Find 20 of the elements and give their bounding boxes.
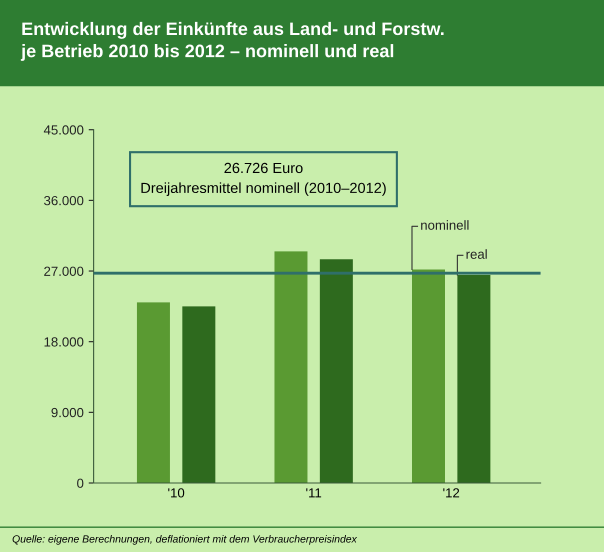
y-tick-label: 18.000 xyxy=(44,337,84,347)
x-tick-label: '10 xyxy=(168,488,184,498)
bar xyxy=(457,274,490,483)
bar xyxy=(412,269,445,483)
bar xyxy=(136,302,170,483)
series-label: real xyxy=(466,249,487,259)
y-tick-label: 0 xyxy=(77,478,84,488)
y-tick-label: 36.000 xyxy=(44,196,84,206)
x-tick-label: '11 xyxy=(306,488,322,498)
chart-title: Entwicklung der Einkünfte aus Land- und Forstw. je Betrieb 2010 bis 2012 – nominell und real xyxy=(20,22,444,61)
bar xyxy=(320,259,353,483)
y-tick-label: 9.000 xyxy=(52,408,84,418)
text: nominell xyxy=(421,220,468,230)
bar xyxy=(182,306,216,483)
y-tick-label: 27.000 xyxy=(44,266,84,276)
annotation: 26.726 Euro Dreijahresmittel nominell (2010–2012) xyxy=(141,162,386,196)
y-tick-label: 45.000 xyxy=(44,125,84,135)
x-tick-label: '12 xyxy=(443,488,460,498)
source-note: Quelle: eigene Berechnungen, deflationiert mit dem Verbraucherpreisindex xyxy=(12,535,358,545)
bar xyxy=(274,251,308,483)
